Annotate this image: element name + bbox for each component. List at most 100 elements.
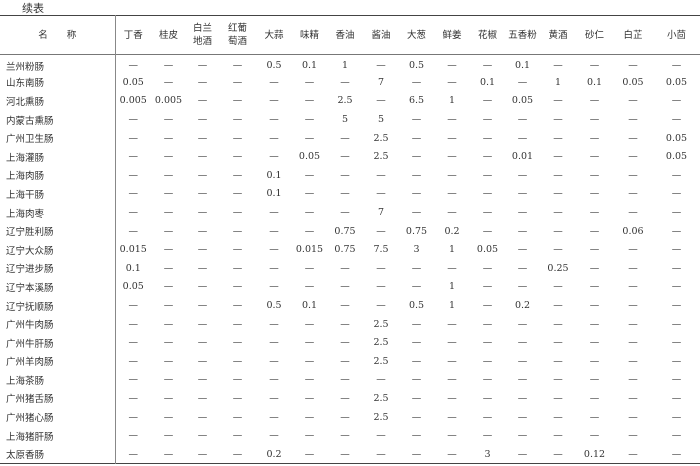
table-cell: — [269, 411, 279, 423]
table-cell: — [340, 374, 350, 386]
table-cell: — [482, 95, 493, 107]
table-cell: — [671, 225, 682, 237]
table-cell: — [269, 337, 279, 349]
table-cell: — [232, 318, 243, 330]
table-cell: — [671, 300, 682, 312]
table-cell: 0.25 [547, 262, 569, 274]
table-cell: — [589, 281, 600, 293]
table-cell: — [376, 188, 386, 200]
table-cell: — [671, 281, 682, 293]
table-cell: — [628, 244, 638, 256]
table-cell: 2.5 [373, 132, 389, 144]
table-cell: — [671, 60, 682, 72]
table-cell: 6.5 [408, 95, 425, 107]
table-cell: — [128, 430, 139, 442]
table-cell: — [269, 207, 279, 219]
table-row: 山东南肠 0.05 — — — — — — 7 — — 0.1 — 1 0.1 0.05 0.05 [0, 73, 700, 92]
table-cell: — [128, 337, 139, 349]
column-header: 五香粉 [508, 29, 537, 41]
table-row: 上海猪肝肠 — — — — — — — — — — — — — — — — [0, 426, 700, 445]
row-name: 广州牛肝肠 [0, 333, 116, 352]
table-cell: — [482, 337, 493, 349]
table-cell: — [304, 225, 315, 237]
table-cell: 0.12 [583, 448, 606, 460]
table-cell: — [304, 188, 315, 200]
table-cell: — [197, 76, 208, 88]
table-cell: — [517, 430, 528, 442]
table-cell: — [232, 392, 243, 404]
table-cell: — [197, 244, 208, 256]
table-row: 辽宁进步肠 0.1 — — — — — — — — — — — 0.25 — — — [0, 259, 700, 278]
column-header: 黄酒 [548, 29, 568, 41]
table-cell: — [197, 374, 208, 386]
table-cell: 0.5 [266, 60, 282, 72]
table-cell: 1 [448, 244, 456, 256]
table-cell: 0.005 [154, 95, 183, 107]
table-cell: — [269, 76, 279, 88]
table-cell: 0.1 [586, 76, 603, 88]
table-cell: — [376, 169, 386, 181]
table-cell: — [128, 132, 139, 144]
table-cell: 1 [448, 95, 456, 107]
table-cell: — [197, 281, 208, 293]
table-cell: — [232, 374, 243, 386]
table-cell: — [553, 281, 563, 293]
table-cell: — [628, 114, 638, 126]
table-cell: — [517, 337, 528, 349]
table-cell: 0.75 [334, 244, 356, 256]
table-cell: — [628, 60, 638, 72]
table-cell: — [482, 318, 493, 330]
table-cell: — [482, 207, 493, 219]
table-row: 广州猪心肠 — — — — — — — 2.5 — — — — — — — — [0, 407, 700, 427]
table-cell: — [628, 411, 638, 423]
table-cell: — [376, 95, 386, 107]
table-cell: 7 [377, 207, 385, 219]
table-cell: — [340, 430, 350, 442]
table-cell: — [269, 374, 279, 386]
table-cell: — [128, 411, 139, 423]
table-cell: — [482, 430, 493, 442]
table-caption: 续表 [22, 2, 44, 15]
table-cell: — [232, 300, 243, 312]
table-cell: — [304, 114, 315, 126]
row-name: 上海肉肠 [0, 166, 116, 185]
row-name: 上海灌肠 [0, 147, 116, 167]
table-row: 上海肉枣 — — — — — — — 7 — — — — — — — — [0, 203, 700, 222]
table-cell: — [589, 337, 600, 349]
table-cell: — [447, 392, 457, 404]
table-cell: 0.5 [408, 300, 425, 312]
table-cell: — [482, 114, 493, 126]
table-cell: — [628, 374, 638, 386]
table-cell: — [553, 132, 563, 144]
table-cell: — [411, 448, 422, 460]
table-cell: — [163, 132, 174, 144]
table-cell: — [340, 337, 350, 349]
table-cell: 0.05 [665, 151, 688, 163]
table-cell: — [482, 262, 493, 274]
table-cell: — [163, 60, 174, 72]
column-header: 丁香 [123, 29, 143, 41]
table-cell: — [517, 207, 528, 219]
table-cell: — [128, 300, 139, 312]
table-cell: — [197, 411, 208, 423]
table-cell: — [163, 225, 174, 237]
table-cell: — [628, 392, 638, 404]
table-cell: — [163, 76, 174, 88]
table-cell: — [376, 262, 386, 274]
table-cell: — [482, 300, 493, 312]
table-cell: — [411, 76, 422, 88]
table-cell: — [197, 60, 208, 72]
table-cell: — [628, 448, 638, 460]
table-cell: — [197, 430, 208, 442]
row-name: 辽宁抚顺肠 [0, 296, 116, 315]
table-cell: — [628, 188, 638, 200]
table-row: 兰州粉肠 — — — — 0.5 0.1 1 — 0.5 — — 0.1 — — — — [0, 54, 700, 74]
table-cell: — [340, 448, 350, 460]
table-cell: — [671, 188, 682, 200]
column-header: 香油 [335, 29, 355, 41]
table-cell: — [589, 430, 600, 442]
table-cell: 0.05 [622, 76, 644, 88]
table-cell: — [589, 355, 600, 367]
table-cell: 0.2 [514, 300, 531, 312]
table-cell: 1 [554, 76, 562, 88]
